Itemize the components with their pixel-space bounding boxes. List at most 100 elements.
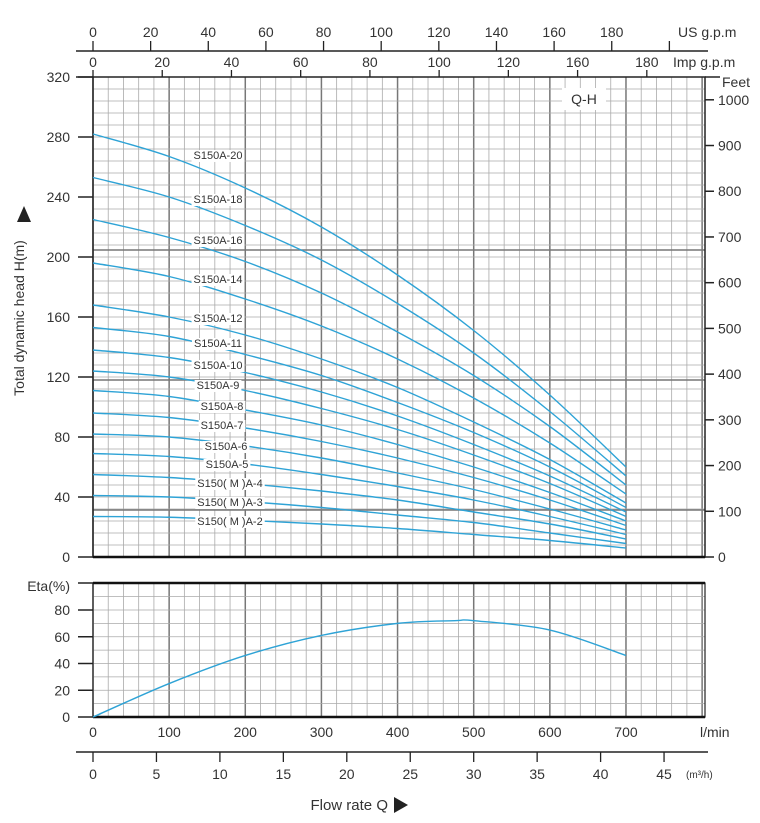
m3h-unit-label: (m³/h) bbox=[686, 770, 713, 781]
curve-label-bg bbox=[191, 338, 245, 350]
m3h-tick-label: 0 bbox=[89, 766, 97, 782]
y2-tick-label: 100 bbox=[718, 503, 742, 519]
y2-tick-label: 0 bbox=[718, 549, 726, 565]
qh-curve-s150a-18 bbox=[92, 176, 627, 477]
title-bg bbox=[562, 88, 606, 110]
m3h-tick-label: 30 bbox=[466, 766, 482, 782]
x-axis-title: Flow rate Q bbox=[310, 797, 388, 814]
y-tick-label: 40 bbox=[54, 489, 70, 505]
us-gpm-tick-label: 0 bbox=[89, 24, 97, 40]
us-gpm-tick-label: 40 bbox=[200, 24, 216, 40]
curve-label: S150( M )A-4 bbox=[197, 478, 262, 490]
imp-gpm-tick-label: 80 bbox=[362, 54, 378, 70]
y2-axis-title: Feet bbox=[722, 74, 750, 90]
curve-label-bg bbox=[198, 401, 246, 413]
curve-label-bg bbox=[194, 380, 242, 392]
y2-tick-label: 700 bbox=[718, 229, 742, 245]
imp-gpm-tick-label: 0 bbox=[89, 54, 97, 70]
m3h-tick-label: 20 bbox=[339, 766, 355, 782]
imp-gpm-tick-label: 180 bbox=[635, 54, 659, 70]
qh-curve-s150a-12 bbox=[92, 304, 627, 504]
x-tick-label: 200 bbox=[234, 724, 258, 740]
imp-gpm-label: Imp g.p.m bbox=[673, 54, 735, 70]
y-axis-title: Total dynamic head H(m) bbox=[11, 240, 27, 396]
curve-label-bg bbox=[195, 497, 265, 509]
us-gpm-tick-label: 60 bbox=[258, 24, 274, 40]
y-tick-label: 80 bbox=[54, 429, 70, 445]
eta-tick-label: 20 bbox=[54, 682, 70, 698]
y-tick-label: 240 bbox=[47, 189, 71, 205]
m3h-tick-label: 10 bbox=[212, 766, 228, 782]
m3h-tick-label: 5 bbox=[153, 766, 161, 782]
curve-label: S150A-12 bbox=[194, 313, 243, 325]
qh-curve-s150a-7 bbox=[92, 412, 627, 527]
us-gpm-tick-label: 80 bbox=[316, 24, 332, 40]
x-tick-label: 600 bbox=[538, 724, 562, 740]
curve-label: S150( M )A-2 bbox=[197, 516, 262, 528]
us-gpm-tick-label: 160 bbox=[542, 24, 566, 40]
qh-curve-s150a-11 bbox=[92, 326, 627, 509]
m3h-tick-label: 35 bbox=[529, 766, 545, 782]
y2-tick-label: 600 bbox=[718, 275, 742, 291]
y-tick-label: 280 bbox=[47, 129, 71, 145]
curve-label-bg bbox=[191, 274, 245, 286]
chart-title: Q-H bbox=[571, 91, 597, 107]
curve-label-bg bbox=[191, 150, 245, 162]
imp-gpm-tick-label: 120 bbox=[497, 54, 521, 70]
y-tick-label: 160 bbox=[47, 309, 71, 325]
x-tick-label: 300 bbox=[310, 724, 334, 740]
eta-tick-label: 40 bbox=[54, 656, 70, 672]
y2-tick-label: 500 bbox=[718, 320, 742, 336]
m3h-tick-label: 45 bbox=[656, 766, 672, 782]
curve-label-bg bbox=[191, 360, 245, 372]
curve-label: S150A-10 bbox=[194, 360, 243, 372]
x-axis-arrow-icon bbox=[394, 797, 408, 813]
curve-label-bg bbox=[203, 459, 251, 471]
y2-tick-label: 200 bbox=[718, 458, 742, 474]
imp-gpm-tick-label: 100 bbox=[427, 54, 451, 70]
x-tick-label: 700 bbox=[614, 724, 638, 740]
qh-curve-s150ma-3 bbox=[92, 494, 627, 545]
qh-curve-s150a-6 bbox=[92, 433, 627, 531]
qh-curve-s150a-14 bbox=[92, 262, 627, 495]
curve-label: S150A-16 bbox=[194, 235, 243, 247]
m3h-tick-label: 15 bbox=[276, 766, 292, 782]
curve-label-bg bbox=[198, 420, 246, 432]
imp-gpm-tick-label: 20 bbox=[154, 54, 170, 70]
curve-label: S150A-20 bbox=[194, 150, 243, 162]
eta-curve bbox=[92, 619, 627, 718]
m3h-tick-label: 25 bbox=[402, 766, 418, 782]
y-tick-label: 120 bbox=[47, 369, 71, 385]
y-axis-arrow-icon bbox=[17, 206, 31, 222]
y-tick-label: 200 bbox=[47, 249, 71, 265]
curve-label-bg bbox=[195, 516, 265, 528]
curve-label-bg bbox=[191, 313, 245, 325]
y2-tick-label: 1000 bbox=[718, 92, 749, 108]
qh-curve-s150ma-2 bbox=[92, 515, 627, 549]
m3h-tick-label: 40 bbox=[593, 766, 609, 782]
curve-label-bg bbox=[202, 441, 250, 453]
us-gpm-tick-label: 20 bbox=[143, 24, 159, 40]
curve-label-bg bbox=[191, 235, 245, 247]
eta-tick-label: 0 bbox=[62, 709, 70, 725]
curve-label: S150A-7 bbox=[201, 420, 244, 432]
y-tick-label: 320 bbox=[47, 69, 71, 85]
qh-curve-s150a-8 bbox=[92, 389, 627, 522]
curve-label: S150A-8 bbox=[201, 401, 244, 413]
curve-label: S150A-18 bbox=[194, 194, 243, 206]
qh-curve-s150ma-4 bbox=[92, 473, 627, 540]
y-tick-label: 0 bbox=[62, 549, 70, 565]
curve-label: S150A-11 bbox=[194, 338, 242, 350]
x-tick-label: 0 bbox=[89, 724, 97, 740]
qh-curve-s150a-5 bbox=[92, 452, 627, 536]
curve-label-bg bbox=[191, 194, 245, 206]
imp-gpm-tick-label: 160 bbox=[566, 54, 590, 70]
curve-label: S150( M )A-3 bbox=[197, 497, 262, 509]
curve-label: S150A-5 bbox=[206, 459, 249, 471]
imp-gpm-tick-label: 60 bbox=[293, 54, 309, 70]
x-tick-label: 100 bbox=[157, 724, 181, 740]
us-gpm-tick-label: 140 bbox=[485, 24, 509, 40]
qh-curve-s150a-20 bbox=[92, 133, 627, 468]
us-gpm-label: US g.p.m bbox=[678, 24, 736, 40]
